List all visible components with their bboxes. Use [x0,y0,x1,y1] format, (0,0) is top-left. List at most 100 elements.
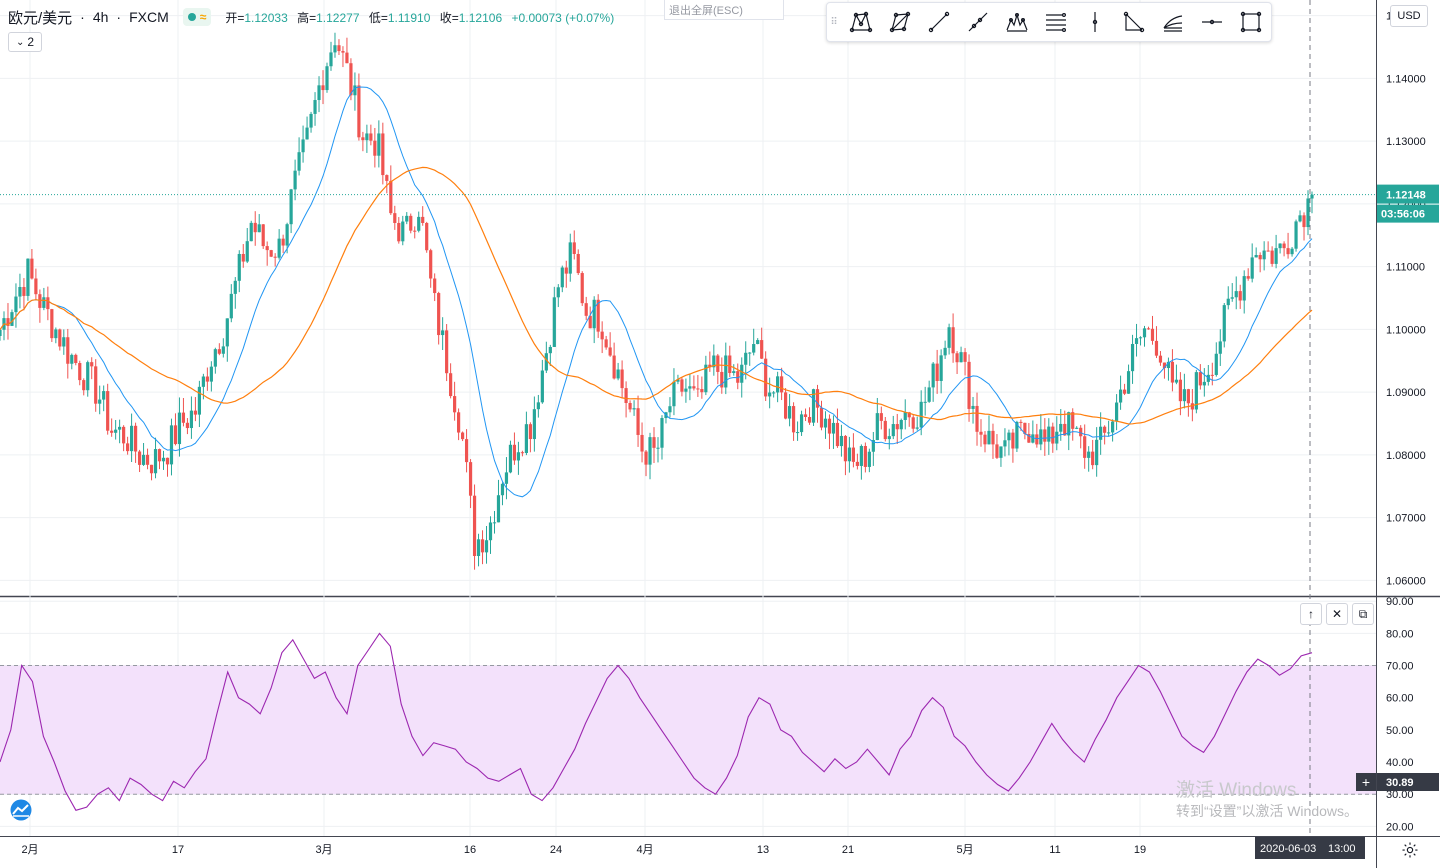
candle-body [899,419,903,430]
vertical-line-icon[interactable] [1075,3,1114,41]
candle-body [891,424,895,437]
candle-body [636,408,640,435]
candle-body [177,412,182,445]
candle-body [979,431,983,435]
candle-body [305,127,309,140]
candle-body [197,386,201,415]
candle-body [353,85,357,96]
candle-body [205,376,209,382]
candle-body [421,216,425,223]
up-arrow-icon[interactable]: ↑ [1300,603,1322,625]
add-alert-button[interactable]: + [1356,773,1376,791]
candle-body [512,444,517,461]
candle-body [460,432,465,440]
candle-body [1055,431,1059,444]
candle-body [504,472,509,484]
candle-body [556,287,560,298]
candle-body [1071,412,1075,429]
slow-moving-average-line [0,166,1313,425]
symbol-name[interactable]: 欧元/美元 [8,9,73,27]
candle-body [1234,291,1238,298]
candle-body [413,230,417,232]
horizontal-line-icon[interactable] [1192,3,1231,41]
candle-body [616,369,620,379]
drag-handle-icon[interactable]: ⠿ [830,16,838,28]
candle-body [369,133,373,141]
price-axis-tick-label: 1.09000 [1386,387,1426,399]
candle-body [915,427,919,429]
candle-body [903,412,907,420]
candle-body [373,140,377,156]
candle-body [137,451,142,465]
candle-body [1111,421,1115,433]
candle-body [644,451,648,465]
candle-body [357,85,361,138]
candle-body [1063,423,1067,436]
candle-body [181,412,186,423]
candle-body [1035,434,1039,445]
indicators-collapse-button[interactable]: ⌄ 2 [8,32,42,52]
market-status-badge[interactable]: ≈ [182,8,212,26]
candle-body [50,309,54,339]
elliott-wave-icon[interactable] [997,3,1036,41]
candle-body [764,358,768,397]
interval-label[interactable]: 4h [92,9,109,25]
candle-body [576,253,580,274]
parallel-channel-icon[interactable] [1036,3,1075,41]
exit-fullscreen-button[interactable]: 退出全屏(ESC) [664,0,784,20]
triangle-pattern-icon[interactable] [1114,3,1153,41]
maximize-icon[interactable]: ⧉ [1352,603,1374,625]
candle-body [1294,221,1298,249]
pitchfork-icon[interactable] [1153,3,1192,41]
candle-body [281,238,285,246]
candle-body [760,340,764,359]
candle-body [871,440,875,452]
candle-body [1023,422,1027,434]
candle-body [648,437,652,465]
candle-body [843,435,848,462]
abcd-pattern-icon[interactable] [880,3,919,41]
candle-body [377,133,381,156]
chevron-down-icon: ⌄ [15,36,25,48]
close-icon[interactable]: ✕ [1326,603,1348,625]
candle-body [803,414,808,417]
tradingview-logo-icon[interactable] [6,798,36,822]
candle-body [1210,374,1214,376]
candle-body [401,221,405,242]
ray-icon[interactable] [958,3,997,41]
xabcd-pattern-icon[interactable] [841,3,880,41]
candle-body [361,137,365,141]
trend-line-icon[interactable] [919,3,958,41]
rectangle-icon[interactable] [1231,3,1270,41]
currency-button[interactable]: USD [1390,5,1428,27]
candle-body [409,215,413,231]
candle-body [1107,432,1111,434]
candle-body [1079,427,1083,437]
candle-body [660,418,664,448]
candle-body [700,389,704,393]
candle-body [732,371,736,374]
candle-body [568,242,572,274]
candle-body [620,369,624,389]
candle-body [628,403,632,410]
candle-body [70,354,74,364]
gear-icon[interactable] [1398,838,1422,862]
candle-body [1099,426,1103,440]
rsi-axis-tick-label: 40.00 [1386,757,1414,769]
candle-body [520,452,525,454]
candle-body [752,344,756,353]
candle-body [827,418,832,434]
candle-body [728,355,732,374]
candle-body [1003,440,1007,447]
time-axis-tick-label: 13 [757,844,769,856]
candle-body [548,346,552,354]
crosshair-time-label-bg [1255,837,1365,859]
candle-body [500,483,505,496]
candle-body [1091,451,1095,466]
open-value: 1.12033 [244,10,288,25]
candle-body [1007,432,1011,441]
candle-body [1083,436,1087,458]
candle-body [297,152,301,171]
candle-body [919,401,923,428]
